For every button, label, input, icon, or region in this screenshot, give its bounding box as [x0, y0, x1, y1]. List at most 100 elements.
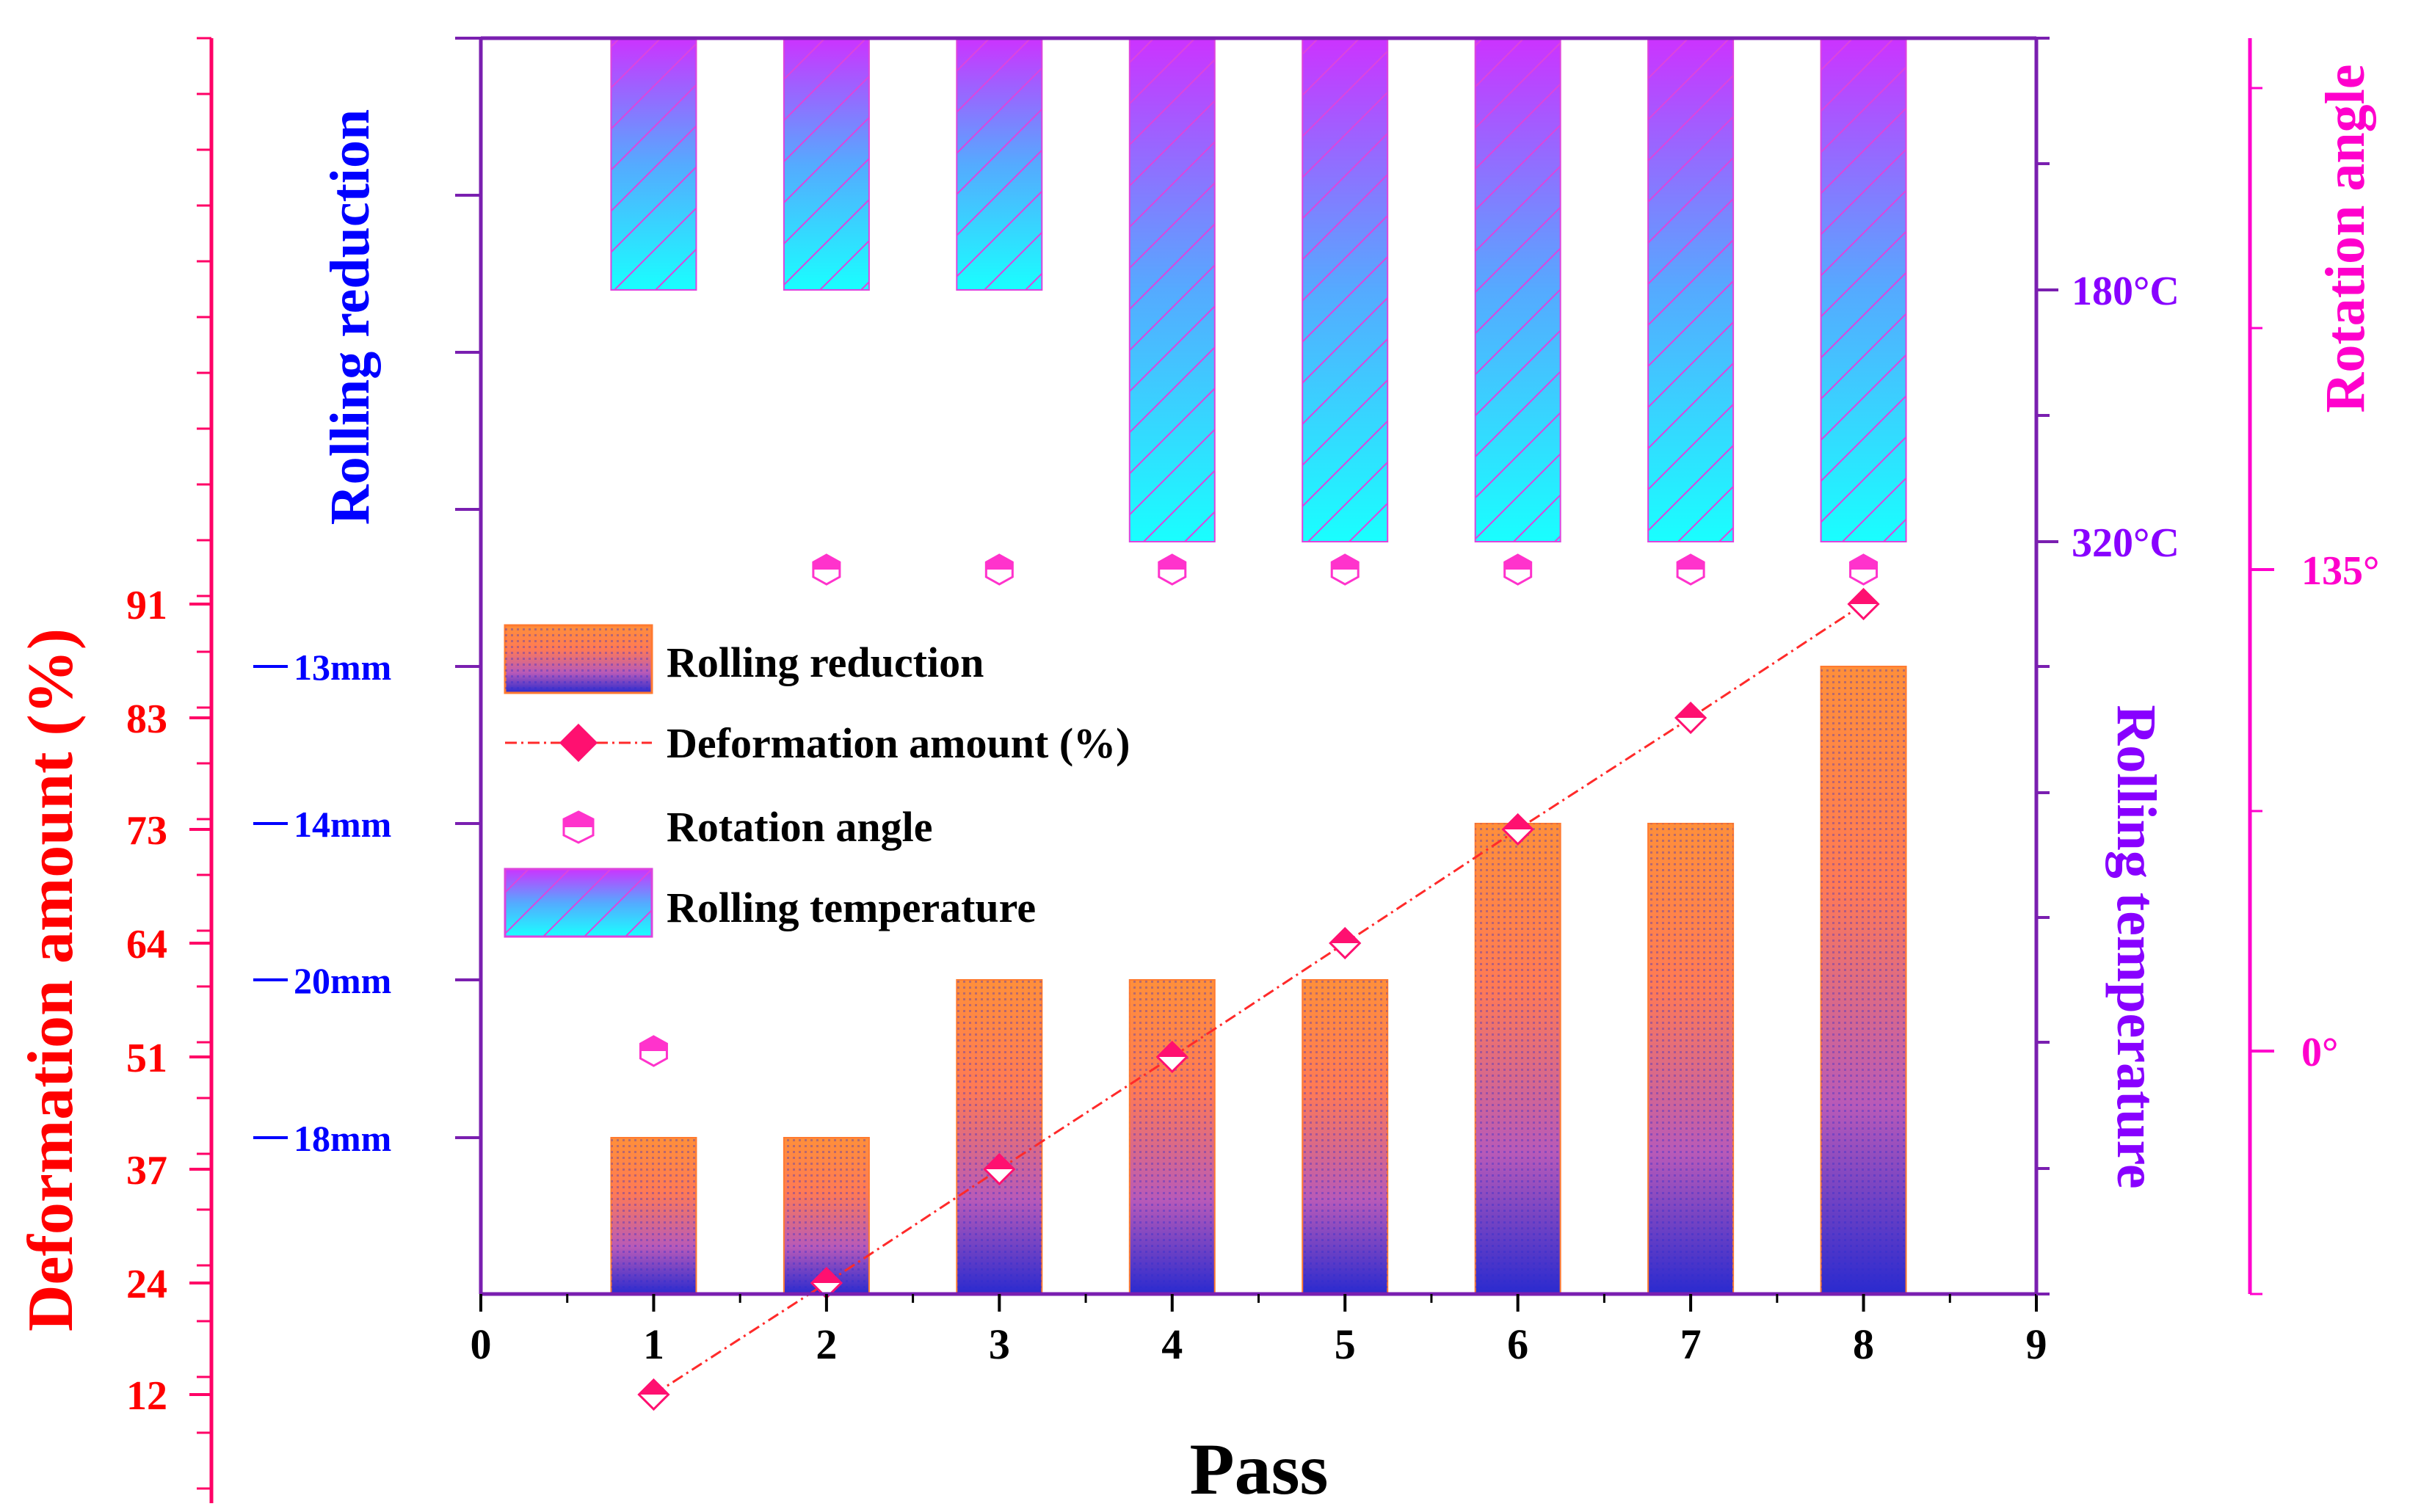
- rotation-point: [984, 553, 1014, 586]
- deformation-point-outline: [1329, 926, 1362, 960]
- deformation-tick-label: 83: [126, 697, 167, 742]
- legend-diamond-marker: [559, 723, 598, 763]
- deformation-point-bottom: [1676, 718, 1706, 733]
- reduction-tick-label: 18mm: [294, 1118, 391, 1159]
- temperature-bar-hatch: [1302, 38, 1388, 542]
- deformation-point: [1847, 587, 1880, 621]
- temperature-bar-hatch: [1821, 38, 1906, 542]
- reduction-tick-label: 14mm: [294, 804, 391, 845]
- reduction-bar-group: [610, 666, 1907, 1295]
- rotation-point: [1158, 553, 1187, 586]
- legend-label-reduction: Rolling reduction: [667, 639, 984, 686]
- x-tick-label: 1: [643, 1320, 664, 1368]
- legend-hexagon-marker: [562, 810, 595, 844]
- reduction-bar-texture: [1648, 824, 1734, 1294]
- legend-item-reduction: Rolling reduction: [504, 624, 984, 694]
- temperature-tick-label: 320°C: [2072, 520, 2179, 566]
- reduction-bar-texture: [957, 980, 1042, 1294]
- x-tick-label: 9: [2026, 1320, 2047, 1368]
- legend-label-deformation: Deformation amount (%): [667, 719, 1130, 767]
- reduction-bar-texture: [1129, 980, 1215, 1294]
- legend-item-rotation: Rotation angle: [562, 803, 933, 851]
- deformation-point-top: [1330, 928, 1360, 943]
- temperature-bar-hatch: [783, 38, 869, 290]
- rotation-axis-title: Rotation angle: [2315, 65, 2376, 413]
- reduction-bar-texture: [1821, 666, 1906, 1294]
- deformation-line-group: [653, 603, 1865, 1396]
- temperature-bar-hatch: [1648, 38, 1734, 542]
- temperature-bar-group: [610, 37, 1907, 542]
- x-tick-label: 2: [816, 1320, 837, 1368]
- deformation-tick-label: 51: [126, 1036, 167, 1081]
- deformation-point-outline: [1155, 1040, 1188, 1074]
- reduction-bar-texture: [611, 1138, 697, 1294]
- rotation-point: [1849, 553, 1879, 586]
- deformation-point-bottom: [1157, 1057, 1187, 1072]
- rotation-point: [1330, 553, 1360, 586]
- reduction-tick-label: 13mm: [294, 647, 391, 688]
- deformation-point-outline: [1501, 813, 1534, 846]
- deformation-point-bottom: [1503, 829, 1533, 844]
- deformation-point-top: [984, 1155, 1015, 1169]
- deformation-point-top: [811, 1268, 841, 1283]
- deformation-tick-label: 91: [126, 583, 167, 628]
- deformation-point-outline: [1674, 701, 1707, 735]
- deformation-point: [1155, 1040, 1188, 1074]
- temperature-tick-label: 180°C: [2072, 269, 2179, 314]
- deformation-point-bottom: [639, 1395, 669, 1409]
- deformation-point-top: [1848, 589, 1879, 604]
- marker-group: [637, 553, 1880, 1411]
- deformation-tick-label: 64: [126, 922, 167, 967]
- deformation-point-bottom: [811, 1283, 841, 1298]
- deformation-point: [1674, 701, 1707, 735]
- legend-item-temperature: Rolling temperature: [504, 868, 1036, 938]
- deformation-point-outline: [1847, 587, 1880, 621]
- x-axis-ticks: 0 1 2 3 4 5 6 7 8 9: [471, 1294, 2047, 1368]
- x-tick-label: 8: [1853, 1320, 1874, 1368]
- legend-label-temperature: Rolling temperature: [667, 884, 1036, 931]
- rotation-point: [639, 1035, 668, 1067]
- deformation-point: [637, 1378, 670, 1411]
- legend: Rolling reduction Deformation amount (%)…: [504, 624, 1130, 938]
- deformation-line: [653, 603, 1865, 1396]
- deformation-point-outline: [983, 1152, 1016, 1186]
- rotation-tick-label: 135°: [2301, 548, 2379, 594]
- temperature-bar-hatch: [957, 38, 1042, 290]
- deformation-axis-title: Deformation amount (%): [15, 628, 87, 1331]
- reduction-bar-texture: [1475, 824, 1561, 1294]
- deformation-tick-label: 24: [126, 1262, 167, 1307]
- legend-item-deformation: Deformation amount (%): [505, 719, 1130, 767]
- deformation-point-top: [1157, 1042, 1187, 1057]
- deformation-point: [1329, 926, 1362, 960]
- x-tick-label: 7: [1680, 1320, 1702, 1368]
- deformation-tick-label: 37: [126, 1148, 167, 1193]
- x-tick-label: 0: [471, 1320, 492, 1368]
- rotation-tick-label: 0°: [2301, 1030, 2338, 1075]
- deformation-point-top: [639, 1380, 669, 1395]
- deformation-point-bottom: [1330, 943, 1360, 958]
- x-tick-label: 4: [1161, 1320, 1183, 1368]
- y-axis-ticks: 122437516473839118mm20mm14mm13mm180°C320…: [126, 37, 2379, 1490]
- temperature-bar-hatch: [1475, 38, 1561, 542]
- x-tick-label: 6: [1507, 1320, 1528, 1368]
- temperature-bar-hatch: [1129, 38, 1215, 542]
- legend-label-rotation: Rotation angle: [667, 803, 933, 851]
- x-axis-title: Pass: [1190, 1428, 1329, 1510]
- rotation-point: [1503, 553, 1533, 586]
- reduction-bar-texture: [1302, 980, 1388, 1294]
- temperature-bar-hatch: [611, 38, 697, 290]
- deformation-point-bottom: [984, 1169, 1015, 1184]
- deformation-point: [1501, 813, 1534, 846]
- deformation-point-top: [1676, 703, 1706, 718]
- rotation-point: [812, 553, 841, 586]
- deformation-point-outline: [637, 1378, 670, 1411]
- reduction-axis-title: Rolling reduction: [319, 109, 381, 526]
- deformation-point-bottom: [1848, 604, 1879, 619]
- deformation-point: [983, 1152, 1016, 1186]
- temperature-axis-title: Rolling temperature: [2105, 705, 2167, 1188]
- deformation-tick-label: 12: [126, 1373, 167, 1419]
- x-tick-label: 5: [1335, 1320, 1356, 1368]
- x-tick-label: 3: [989, 1320, 1010, 1368]
- rotation-point: [1676, 553, 1705, 586]
